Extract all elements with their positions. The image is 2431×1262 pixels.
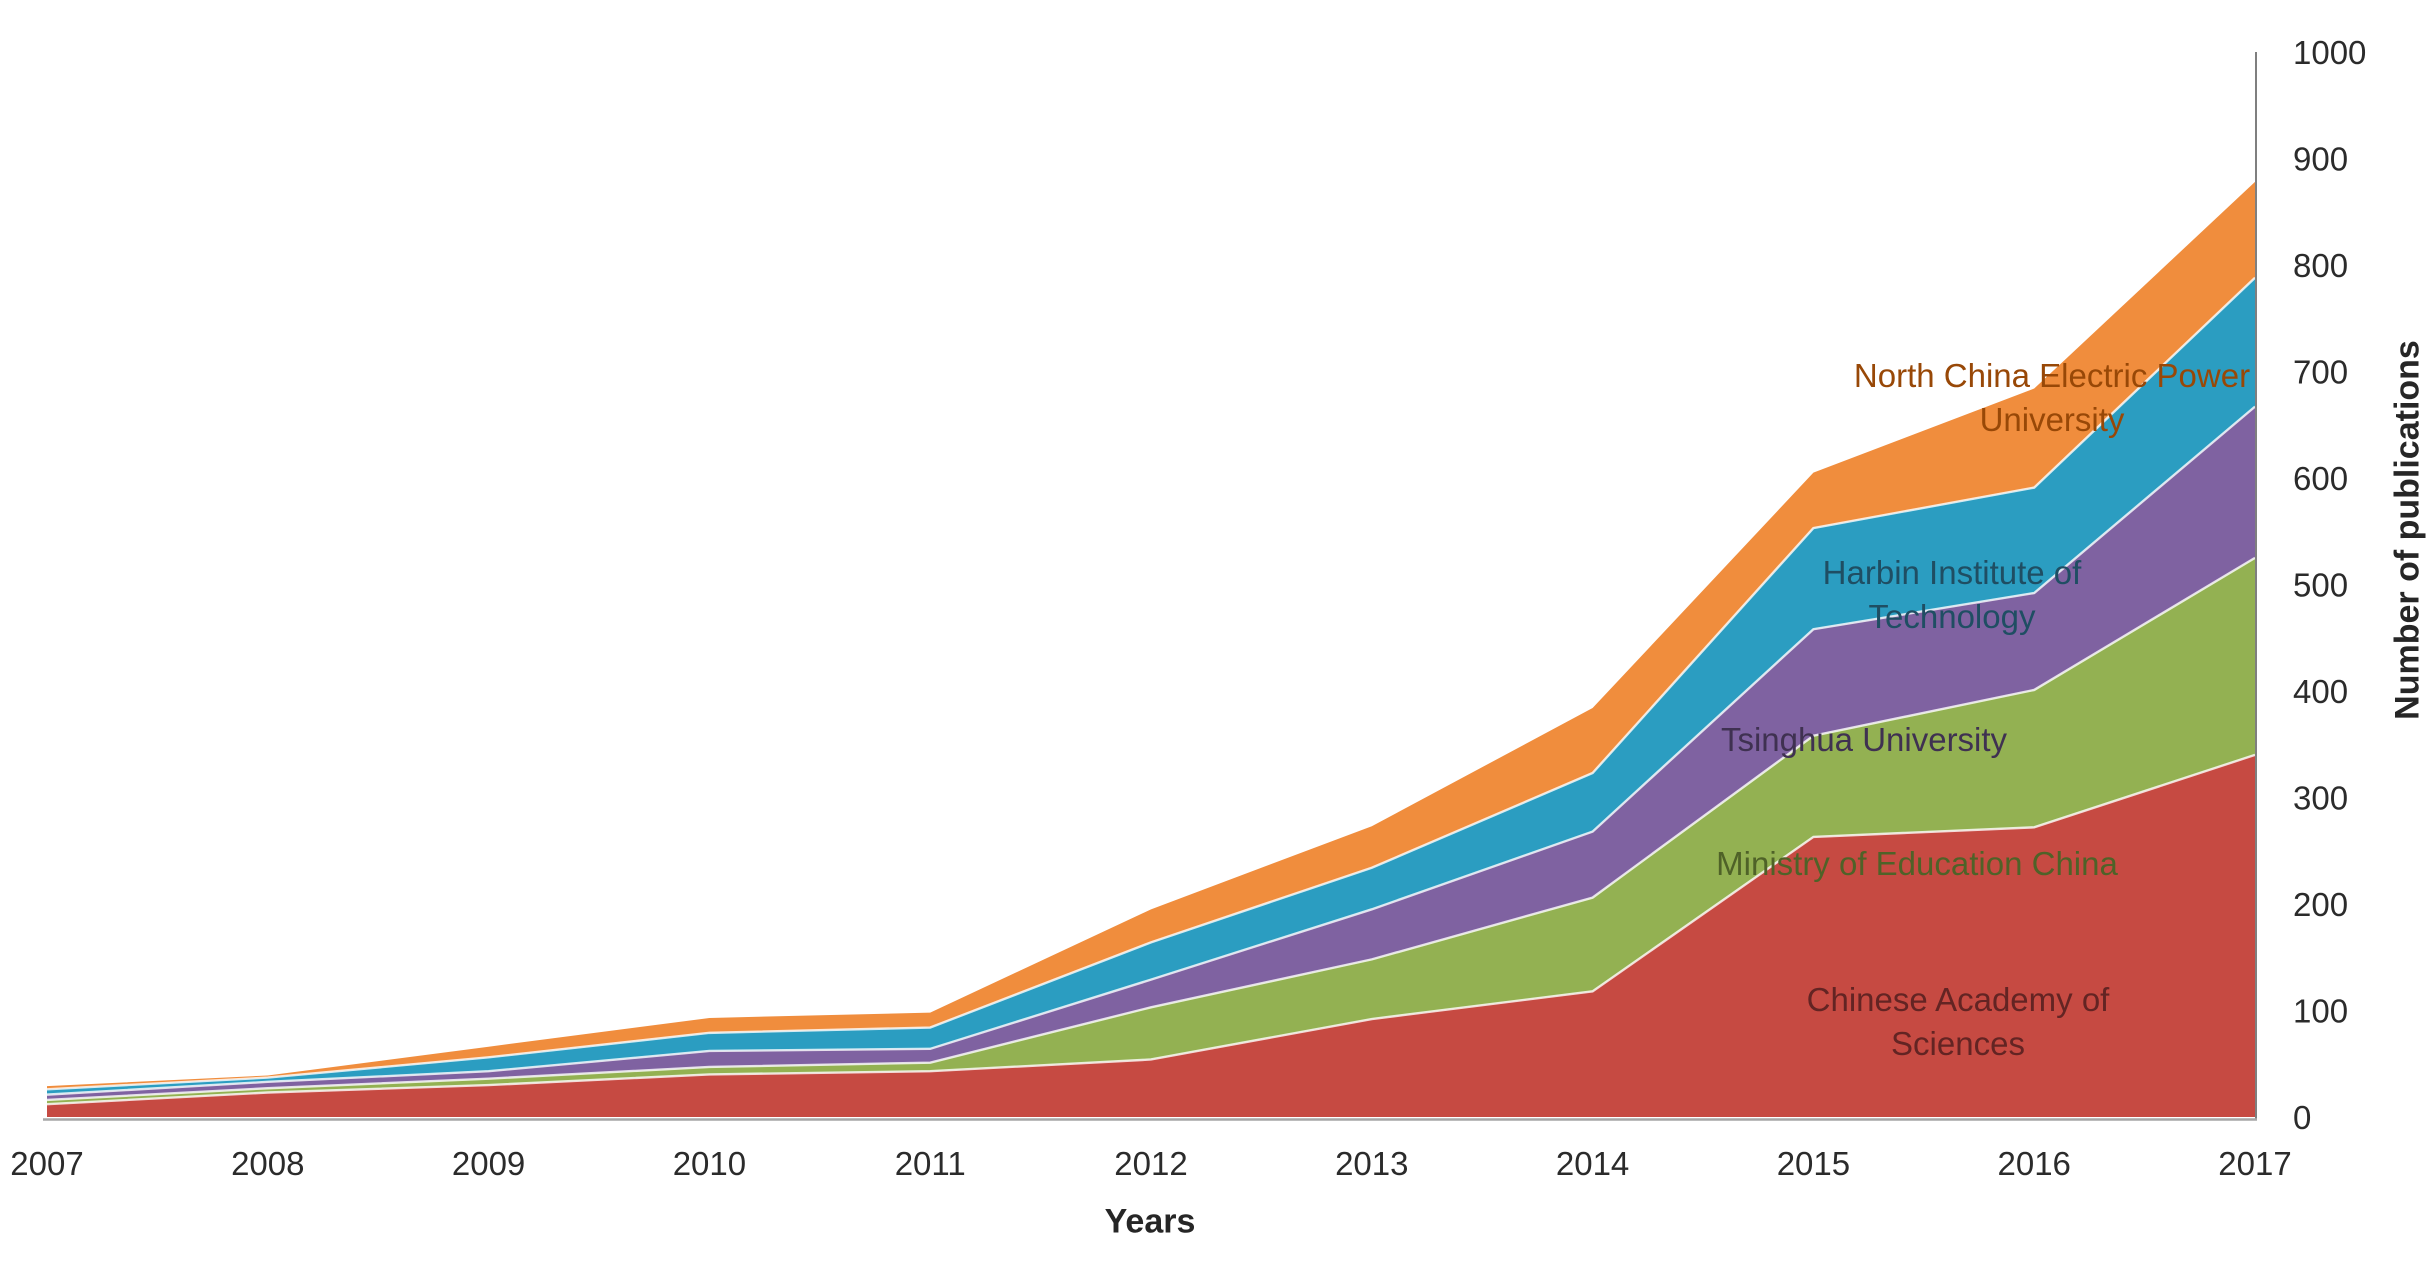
y-tick-label-400: 400: [2293, 673, 2348, 710]
series-label-line: Tsinghua University: [1720, 721, 2008, 758]
series-label-line: Harbin Institute of: [1822, 554, 2082, 591]
area-series-cas: [47, 754, 2255, 1117]
series-label-tsinghua: Tsinghua University: [1721, 718, 2007, 762]
x-tick-label-2016: 2016: [1997, 1145, 2070, 1182]
x-tick-label-2008: 2008: [231, 1145, 304, 1182]
x-tick-label-2011: 2011: [895, 1145, 966, 1182]
y-tick-label-0: 0: [2293, 1099, 2311, 1136]
y-tick-label-100: 100: [2293, 993, 2348, 1030]
y-tick-label-300: 300: [2293, 780, 2348, 817]
y-tick-label-600: 600: [2293, 460, 2348, 497]
series-label-cas: Chinese Academy of Sciences: [1807, 978, 2110, 1066]
series-label-line: Technology: [1868, 598, 2036, 635]
x-axis-title: Years: [1104, 1202, 1196, 1241]
y-tick-label-900: 900: [2293, 141, 2348, 178]
x-tick-label-2007: 2007: [10, 1145, 83, 1182]
x-tick-label-2013: 2013: [1335, 1145, 1408, 1182]
x-tick-label-2014: 2014: [1556, 1145, 1629, 1182]
series-label-ncepu: North China Electric Power University: [1854, 354, 2250, 442]
x-tick-label-2012: 2012: [1114, 1145, 1187, 1182]
series-label-line: University: [1979, 401, 2125, 438]
y-tick-label-200: 200: [2293, 886, 2348, 923]
y-tick-label-500: 500: [2293, 567, 2348, 604]
series-label-harbin: Harbin Institute of Technology: [1823, 551, 2082, 639]
band-separator: [46, 405, 2256, 1096]
band-separator: [46, 753, 2256, 1106]
x-tick-label-2015: 2015: [1777, 1145, 1850, 1182]
y-axis-title: Number of publications: [2388, 340, 2427, 720]
band-separator: [46, 556, 2256, 1102]
series-label-moe: Ministry of Education China: [1716, 842, 2118, 886]
y-tick-label-700: 700: [2293, 354, 2348, 391]
x-tick-label-2017: 2017: [2218, 1145, 2291, 1182]
y-tick-label-1000: 1000: [2293, 34, 2366, 71]
x-tick-label-2009: 2009: [452, 1145, 525, 1182]
series-label-line: Ministry of Education China: [1716, 845, 2118, 882]
series-label-line: Chinese Academy of: [1806, 981, 2110, 1018]
y-tick-label-800: 800: [2293, 247, 2348, 284]
series-label-line: North China Electric Power: [1853, 357, 2251, 394]
band-separator: [46, 276, 2256, 1091]
area-series-moe: [47, 557, 2255, 1105]
x-tick-label-2010: 2010: [673, 1145, 746, 1182]
series-label-line: Sciences: [1891, 1025, 2025, 1062]
